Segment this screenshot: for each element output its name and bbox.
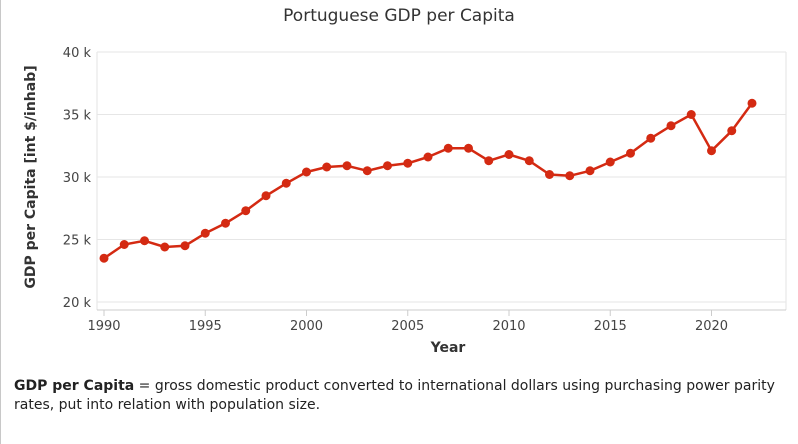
data-point <box>180 241 190 251</box>
data-point <box>727 126 737 136</box>
y-axis-title: GDP per Capita [int $/inhab] <box>23 65 39 288</box>
data-point <box>99 253 109 263</box>
data-point <box>119 240 129 249</box>
data-point <box>605 157 615 167</box>
line-chart: 20 k 25 k 30 k 35 k 40 k 1990 1995 2000 2005 2010… <box>23 46 787 356</box>
x-axis-title: Year <box>430 340 466 356</box>
data-point <box>524 156 534 166</box>
data-point <box>464 143 473 153</box>
data-point <box>747 98 757 108</box>
data-point <box>200 228 210 238</box>
data-point <box>383 161 392 171</box>
x-tick-label: 2005 <box>391 319 424 334</box>
x-tick-label: 2015 <box>594 319 627 334</box>
data-point <box>626 148 635 158</box>
x-tick-label: 2020 <box>695 319 728 334</box>
data-point <box>686 110 696 119</box>
data-point <box>342 161 352 171</box>
chart-container: Portuguese GDP per Capita 20 k 25 k 30 k 35… <box>23 6 787 356</box>
y-tick-label: 40 k <box>63 46 92 61</box>
data-point <box>504 150 514 159</box>
data-point <box>281 178 291 188</box>
y-tick-label: 25 k <box>63 234 92 249</box>
y-tick-label: 20 k <box>63 296 92 311</box>
chart-title: Portuguese GDP per Capita <box>283 6 515 26</box>
x-tick-label: 2000 <box>290 319 323 334</box>
x-tick-label: 1995 <box>189 319 222 334</box>
data-point <box>302 167 311 177</box>
data-point <box>443 143 453 153</box>
left-border <box>0 0 1 444</box>
data-point <box>362 166 372 176</box>
data-point <box>261 191 271 201</box>
data-point <box>423 152 433 162</box>
x-tick-label: 2010 <box>492 319 525 334</box>
note-definition: = gross domestic product converted to in… <box>14 378 775 413</box>
data-point <box>646 133 656 143</box>
data-point <box>140 236 149 246</box>
y-tick-label: 35 k <box>63 109 92 124</box>
data-point <box>160 242 170 252</box>
data-point <box>322 162 332 172</box>
data-point <box>585 166 595 176</box>
data-point <box>221 218 230 228</box>
data-point <box>666 121 676 131</box>
data-point <box>565 171 575 181</box>
data-point <box>484 156 494 166</box>
definition-note: GDP per Capita = gross domestic product … <box>14 377 784 415</box>
x-tick-label: 1990 <box>87 319 120 334</box>
data-point <box>241 206 251 216</box>
y-tick-label: 30 k <box>63 171 92 186</box>
data-point <box>545 170 554 179</box>
data-point <box>403 158 413 168</box>
data-point <box>707 146 716 156</box>
note-term: GDP per Capita <box>14 378 135 394</box>
